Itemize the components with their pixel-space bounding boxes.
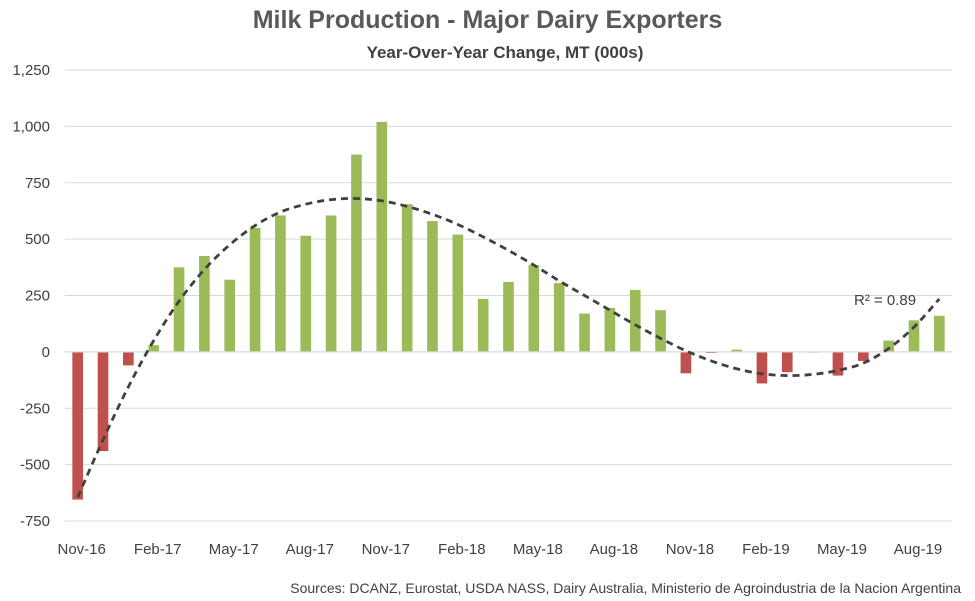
bar [832,351,844,376]
x-tick-label: Nov-17 [362,541,410,558]
bar [173,267,185,352]
y-tick-label: 0 [42,344,50,361]
bar [452,234,464,352]
bar [528,265,540,352]
source-note: Sources: DCANZ, Eurostat, USDA NASS, Dai… [290,580,961,596]
trendline-r2-label: R² = 0.89 [854,292,916,309]
chart-title: Milk Production - Major Dairy Exporters [252,6,723,34]
bar [275,215,286,352]
bar [224,279,236,352]
trendline [76,197,941,498]
y-tick-label: 1,250 [12,62,50,79]
y-tick-label: -500 [20,457,50,474]
bar [300,235,312,352]
bar [72,351,83,500]
y-tick-label: 250 [25,288,50,305]
bar [908,320,920,352]
bar [756,351,768,384]
bar [934,315,945,352]
y-tick-label: 1,000 [12,118,50,135]
bar [731,349,742,352]
bar [148,345,160,352]
y-tick-label: -250 [20,400,50,417]
y-tick-label: -750 [20,513,50,530]
bar [604,307,616,352]
x-tick-label: May-18 [513,541,563,558]
x-tick-label: Aug-17 [286,541,334,558]
bar [781,351,793,373]
bar [579,313,590,352]
y-tick-label: 750 [25,175,50,192]
bar [857,351,869,361]
bar [123,351,134,366]
x-tick-label: Nov-16 [57,541,105,558]
x-tick-label: May-19 [817,541,867,558]
bar [249,227,261,352]
chart-subtitle: Year-Over-Year Change, MT (000s) [366,43,644,62]
bar [629,289,641,352]
x-tick-label: Nov-18 [666,541,714,558]
x-tick-label: Feb-19 [742,541,790,558]
bar [351,154,362,352]
bar [401,204,413,352]
bar [376,121,388,352]
bar [553,283,565,352]
bar [655,310,666,352]
bar [97,351,109,452]
bar [477,298,489,352]
x-tick-label: Feb-18 [438,541,486,558]
x-tick-label: Aug-19 [894,541,942,558]
bar [883,340,894,352]
x-tick-label: May-17 [209,541,259,558]
bar [427,221,438,352]
bar [199,256,210,352]
x-tick-label: Aug-18 [590,541,638,558]
x-tick-label: Feb-17 [134,541,182,558]
y-tick-label: 500 [25,231,50,248]
bar [503,281,514,352]
bar [325,215,337,352]
bar [680,351,692,374]
